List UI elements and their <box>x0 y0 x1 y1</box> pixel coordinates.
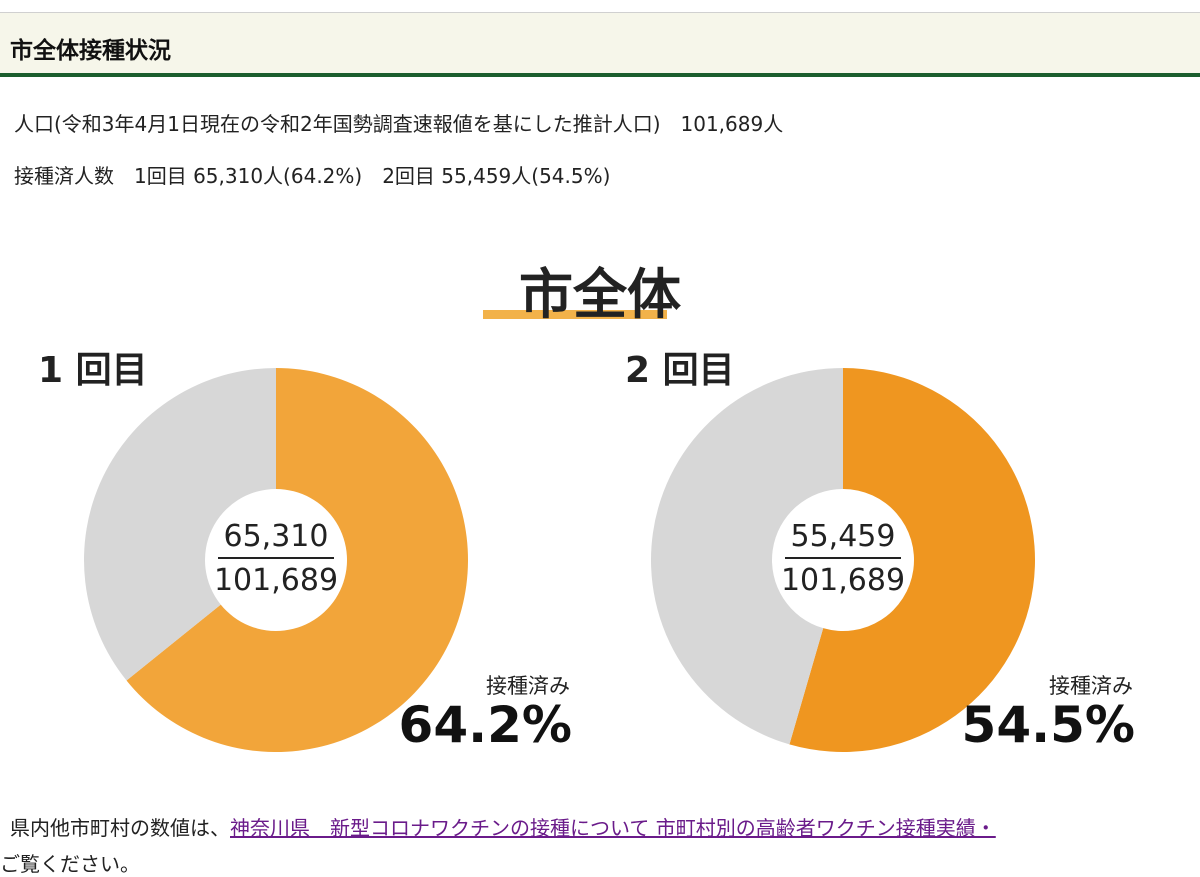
slice-vaccinated <box>126 368 468 752</box>
slice-label: 接種済み <box>1049 674 1133 698</box>
chart-subtitle: 2 回目 <box>625 350 735 391</box>
top-divider <box>0 12 1200 13</box>
center-numerator: 65,310 <box>224 519 329 554</box>
footer-prefix: 県内他市町村の数値は、 <box>10 816 230 840</box>
chart-title: 市全体 <box>0 250 1200 329</box>
population-line: 人口(令和3年4月1日現在の令和2年国勢調査速報値を基にした推計人口) 101,… <box>14 112 784 136</box>
percentage-label: 54.5% <box>962 696 1135 754</box>
slice-remaining <box>84 368 276 681</box>
vaccinated-line: 接種済人数 1回目 65,310人(64.2%) 2回目 55,459人(54.… <box>14 164 611 188</box>
section-title: 市全体接種状況 <box>10 38 171 64</box>
title-underline <box>483 310 667 319</box>
center-denominator: 101,689 <box>214 563 338 598</box>
footer-link[interactable]: 神奈川県 新型コロナワクチンの接種について 市町村別の高齢者ワクチン接種実績・ <box>230 816 996 840</box>
slice-remaining <box>651 368 843 745</box>
footer-text: 県内他市町村の数値は、神奈川県 新型コロナワクチンの接種について 市町村別の高齢… <box>10 812 996 841</box>
section-header: 市全体接種状況 <box>0 13 1200 77</box>
center-denominator: 101,689 <box>781 563 905 598</box>
chart-title-text: 市全体 <box>519 263 681 326</box>
percentage-label: 64.2% <box>399 696 572 754</box>
center-numerator: 55,459 <box>791 519 896 554</box>
slice-label: 接種済み <box>486 674 570 698</box>
chart-subtitle: 1 回目 <box>38 350 148 391</box>
footer-text-line2: ご覧ください。 <box>0 852 140 876</box>
slice-vaccinated <box>789 368 1035 752</box>
